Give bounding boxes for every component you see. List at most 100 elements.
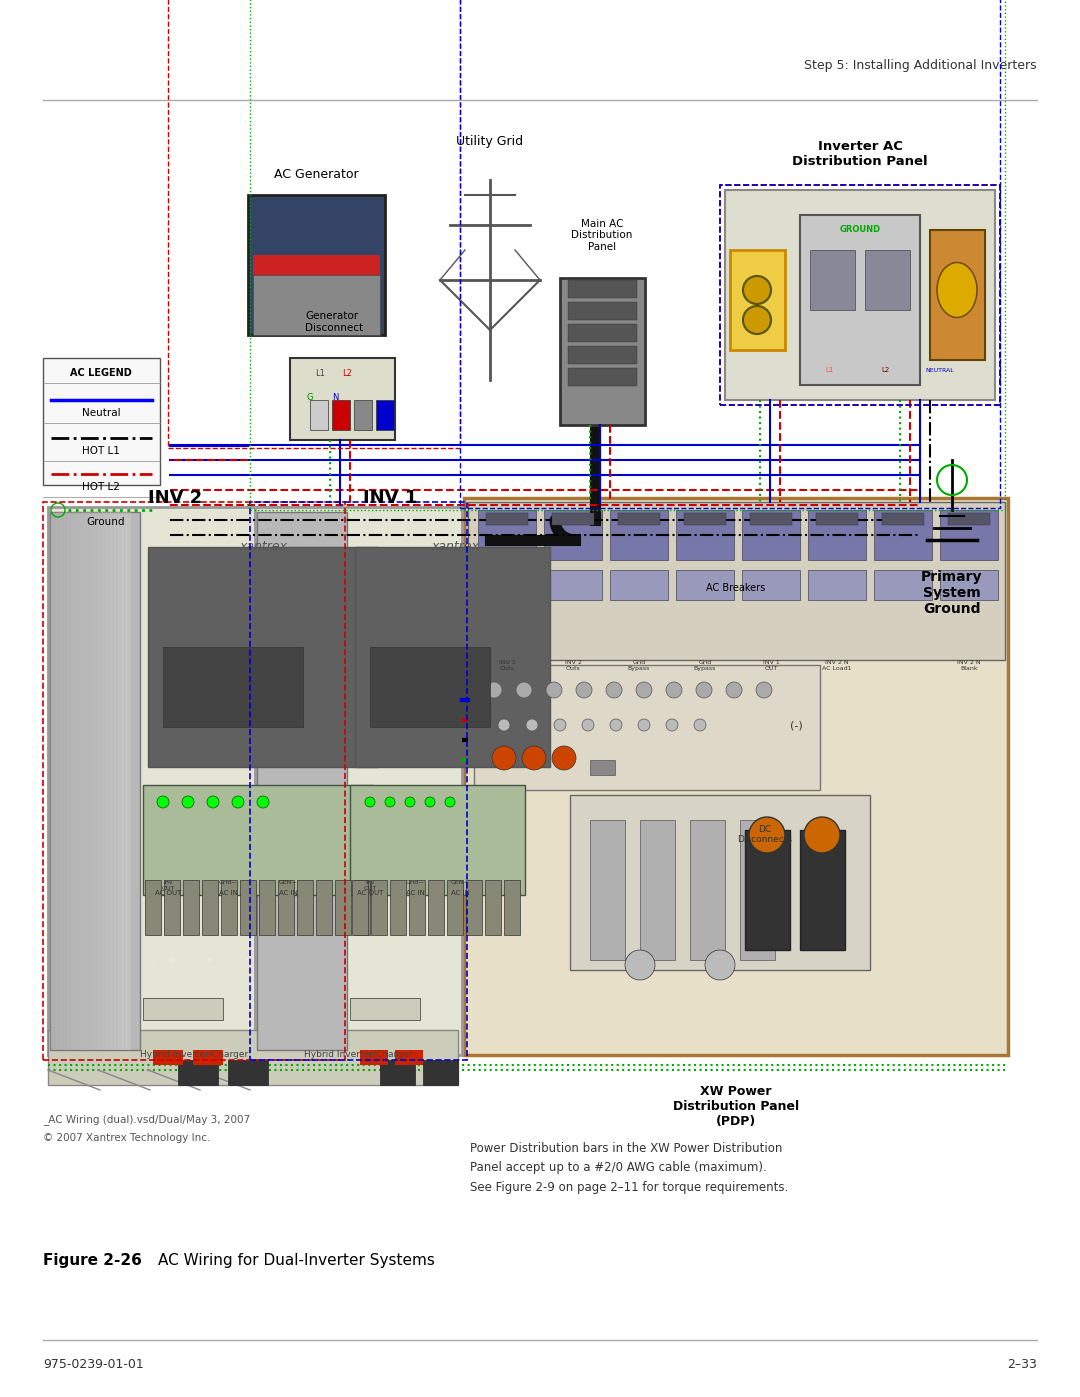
Bar — [228, 1060, 268, 1085]
Bar — [568, 367, 637, 386]
Bar — [153, 1051, 183, 1065]
Bar — [257, 511, 347, 1051]
Bar — [720, 184, 1000, 405]
Bar — [372, 880, 387, 935]
Text: N: N — [208, 957, 212, 963]
Bar — [145, 880, 161, 935]
Circle shape — [384, 798, 395, 807]
Bar — [390, 880, 406, 935]
Text: Grid~: Grid~ — [219, 880, 238, 886]
Circle shape — [743, 277, 771, 305]
Bar — [865, 250, 910, 310]
Bar — [882, 513, 924, 525]
Text: AC IN: AC IN — [279, 890, 297, 895]
Bar — [148, 548, 378, 767]
Bar — [808, 510, 866, 560]
Circle shape — [636, 682, 652, 698]
Text: INV 2 N
AC Load1: INV 2 N AC Load1 — [822, 659, 852, 671]
Circle shape — [207, 796, 219, 807]
Circle shape — [498, 719, 510, 731]
Bar — [221, 880, 237, 935]
Circle shape — [638, 719, 650, 731]
Circle shape — [625, 950, 654, 981]
Text: G: G — [307, 394, 313, 402]
Bar — [610, 510, 669, 560]
Text: INV 2
Outs: INV 2 Outs — [565, 659, 581, 671]
Text: N: N — [246, 957, 251, 963]
Bar — [447, 880, 463, 935]
Bar — [360, 1051, 388, 1065]
Text: INV 2 N
Blank: INV 2 N Blank — [957, 659, 981, 671]
Bar — [164, 880, 180, 935]
Bar — [332, 400, 350, 430]
Circle shape — [486, 682, 502, 698]
Text: Primary
System
Ground: Primary System Ground — [921, 570, 983, 616]
Bar — [62, 511, 67, 1051]
Text: AC OUT: AC OUT — [356, 890, 383, 895]
Text: xantrex: xantrex — [239, 541, 287, 553]
Text: GROUND: GROUND — [839, 225, 880, 235]
Bar — [352, 880, 368, 935]
Bar — [750, 513, 792, 525]
Bar — [948, 513, 990, 525]
Text: Grid
Bypass: Grid Bypass — [693, 659, 716, 671]
Circle shape — [756, 682, 772, 698]
Bar — [468, 502, 1005, 659]
Bar — [50, 511, 55, 1051]
Bar — [561, 278, 645, 425]
Bar — [874, 570, 932, 599]
Bar — [568, 346, 637, 365]
Bar — [370, 647, 490, 726]
Bar — [940, 570, 998, 599]
Circle shape — [405, 798, 415, 807]
Circle shape — [554, 719, 566, 731]
Text: Neutral: Neutral — [82, 408, 120, 418]
Text: Figure 2-26: Figure 2-26 — [43, 1253, 141, 1267]
Bar — [202, 880, 218, 935]
Bar — [240, 880, 256, 935]
Bar — [248, 196, 384, 335]
Bar — [75, 511, 79, 1051]
Text: INV 2: INV 2 — [148, 489, 202, 507]
Bar — [568, 302, 637, 320]
Bar — [544, 570, 602, 599]
Text: Hybrid Inverter/Charger: Hybrid Inverter/Charger — [140, 1051, 248, 1059]
Text: AC Wiring for Dual-Inverter Systems: AC Wiring for Dual-Inverter Systems — [158, 1253, 435, 1267]
Bar — [464, 497, 1008, 1055]
Bar — [316, 880, 332, 935]
Bar — [110, 511, 114, 1051]
Bar — [730, 250, 785, 351]
Bar — [90, 511, 95, 1051]
Bar — [253, 256, 380, 326]
Text: xantrex: xantrex — [431, 541, 480, 553]
Bar — [570, 795, 870, 970]
Bar — [82, 511, 87, 1051]
Circle shape — [666, 682, 681, 698]
Bar — [168, 0, 460, 448]
Text: HOT L2: HOT L2 — [82, 482, 120, 492]
Bar — [478, 570, 536, 599]
Circle shape — [606, 682, 622, 698]
Bar — [684, 513, 726, 525]
Bar — [106, 511, 111, 1051]
Bar — [297, 880, 313, 935]
Bar — [428, 880, 444, 935]
Ellipse shape — [937, 263, 977, 317]
Bar — [143, 997, 222, 1020]
Circle shape — [576, 682, 592, 698]
Circle shape — [610, 719, 622, 731]
Circle shape — [743, 306, 771, 334]
Bar — [48, 507, 340, 1055]
Bar — [70, 511, 75, 1051]
Circle shape — [526, 719, 538, 731]
Bar — [183, 880, 199, 935]
Text: Step 5: Installing Additional Inverters: Step 5: Installing Additional Inverters — [805, 59, 1037, 71]
Circle shape — [666, 719, 678, 731]
Text: INV 1
OUT: INV 1 OUT — [762, 659, 780, 671]
Bar — [409, 880, 426, 935]
Text: AC LEGEND: AC LEGEND — [70, 367, 132, 379]
Text: © 2007 Xantrex Technology Inc.: © 2007 Xantrex Technology Inc. — [43, 1133, 211, 1143]
Bar — [465, 880, 482, 935]
Bar — [610, 570, 669, 599]
Bar — [816, 513, 858, 525]
